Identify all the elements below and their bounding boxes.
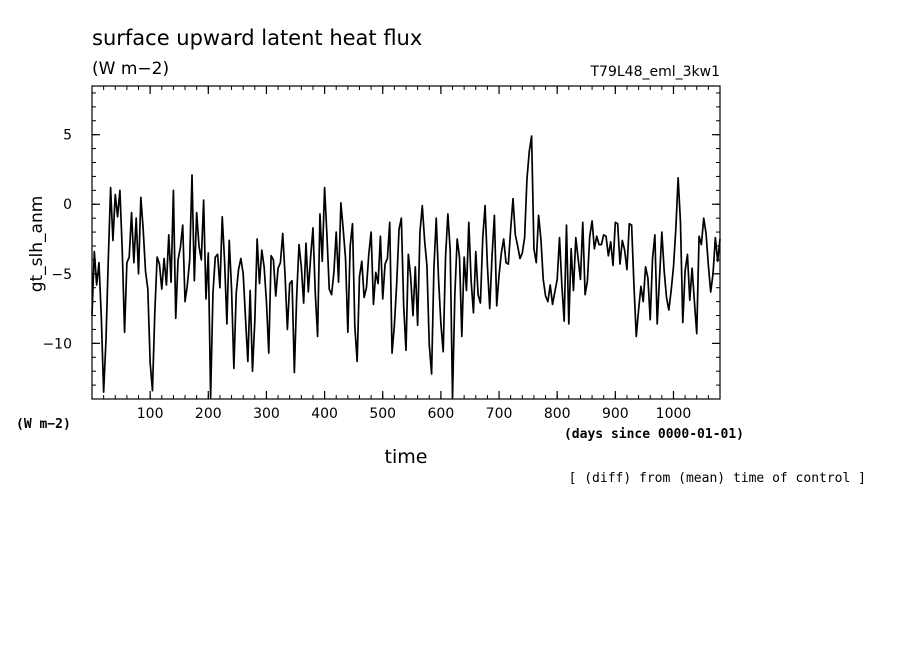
x-tick-label: 100 — [137, 406, 164, 422]
x-tick-label: 200 — [195, 406, 222, 422]
x-tick-label: 300 — [253, 406, 280, 422]
minor-ticks — [92, 86, 720, 400]
y-tick-label: 0 — [63, 197, 72, 213]
x-axis-label: time — [385, 446, 428, 468]
tick-labels: 100 200 300 400 500 600 700 800 900 1000 −10 −5 0 5 — [42, 128, 691, 422]
y-axis-units: (W m−2) — [16, 417, 71, 432]
x-tick-label: 1000 — [656, 406, 692, 422]
series-line — [91, 135, 721, 399]
y-tick-label: 5 — [63, 128, 72, 144]
x-tick-label: 500 — [369, 406, 396, 422]
chart-title: surface upward latent heat flux — [92, 26, 422, 50]
x-tick-label: 400 — [311, 406, 338, 422]
comparison-note: [ (diff) from (mean) time of control ] — [569, 471, 866, 486]
x-axis-units: (days since 0000-01-01) — [564, 427, 744, 442]
y-tick-label: −10 — [42, 336, 72, 352]
experiment-label: T79L48_eml_3kw1 — [590, 64, 721, 80]
x-tick-label: 900 — [602, 406, 629, 422]
y-tick-label: −5 — [51, 267, 72, 283]
major-ticks — [92, 86, 720, 399]
y-axis-label: gt_slh_anm — [27, 196, 47, 293]
title-units: (W m−2) — [92, 59, 169, 79]
x-tick-label: 800 — [544, 406, 571, 422]
x-tick-label: 700 — [486, 406, 513, 422]
plot-frame — [91, 85, 721, 400]
x-tick-label: 600 — [428, 406, 455, 422]
